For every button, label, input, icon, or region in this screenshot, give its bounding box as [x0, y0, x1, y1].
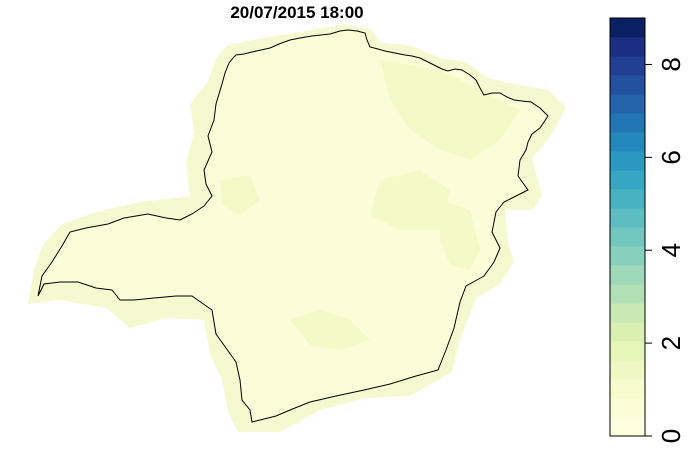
colorbar-tick-label: 0 [656, 429, 686, 443]
patch-northeast [380, 60, 520, 160]
colorbar-swatch [610, 37, 645, 57]
colorbar-swatch [610, 208, 645, 228]
colorbar-swatch [610, 170, 645, 190]
colorbar-tick-label: 8 [656, 57, 686, 71]
colorbar-swatch [610, 189, 645, 209]
colorbar-swatch [610, 56, 645, 76]
colorbar-swatch [610, 75, 645, 95]
colorbar-tick-label: 4 [656, 243, 686, 257]
colorbar-ticks: 0 2 4 6 8 [645, 57, 686, 443]
map-title: 20/07/2015 18:00 [230, 3, 363, 22]
colorbar-swatch [610, 322, 645, 342]
colorbar-swatch [610, 132, 645, 152]
colorbar: 0 2 4 6 8 [609, 17, 686, 443]
colorbar-swatch [610, 341, 645, 361]
value-patches [220, 60, 520, 350]
patch-east-lower [440, 200, 480, 270]
colorbar-swatch [610, 417, 645, 437]
colorbar-swatch [610, 18, 645, 38]
colorbar-swatch [610, 94, 645, 114]
colorbar-swatch [610, 151, 645, 171]
colorbar-swatch [610, 284, 645, 304]
colorbar-swatch [610, 227, 645, 247]
patch-south [290, 310, 370, 350]
colorbar-swatch [610, 379, 645, 399]
colorbar-swatch [610, 398, 645, 418]
patch-west [220, 175, 260, 215]
state-border [37, 29, 549, 423]
colorbar-swatches [610, 18, 645, 437]
colorbar-tick-label: 2 [656, 336, 686, 350]
colorbar-swatch [610, 113, 645, 133]
colorbar-swatch [610, 265, 645, 285]
colorbar-swatch [610, 246, 645, 266]
colorbar-tick-label: 6 [656, 150, 686, 164]
colorbar-swatch [610, 360, 645, 380]
colorbar-swatch [610, 303, 645, 323]
patch-east [370, 170, 450, 230]
colorbar-frame [609, 17, 646, 437]
